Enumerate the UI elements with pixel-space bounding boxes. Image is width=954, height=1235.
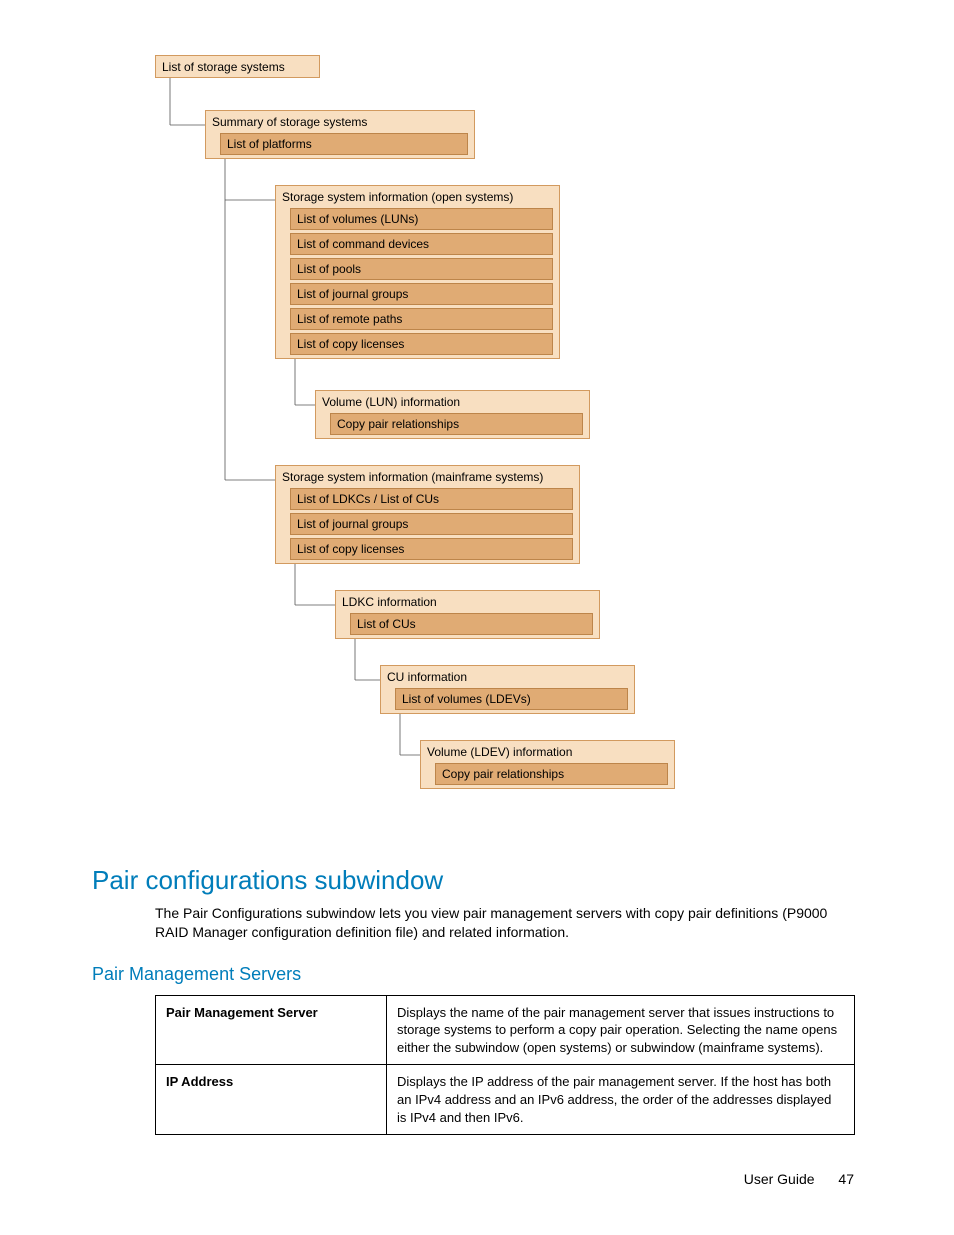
subsection-heading: Pair Management Servers [92,964,954,985]
page-footer: User Guide 47 [744,1171,854,1187]
sub-item: Copy pair relationships [330,413,583,435]
node-title: List of storage systems [162,60,285,74]
node-volume-lun-info: Volume (LUN) information Copy pair relat… [315,390,590,439]
sub-item: List of LDKCs / List of CUs [290,488,573,510]
sub-item: List of remote paths [290,308,553,330]
sub-item: List of volumes (LDEVs) [395,688,628,710]
sub-item: List of copy licenses [290,333,553,355]
table-row: IP Address Displays the IP address of th… [156,1065,855,1135]
table-row: Pair Management Server Displays the name… [156,995,855,1065]
sub-item: Copy pair relationships [435,763,668,785]
diagram-connectors [155,55,855,835]
section-heading: Pair configurations subwindow [92,865,954,896]
table-key: IP Address [156,1065,387,1135]
sub-item: List of platforms [220,133,468,155]
node-title: CU information [387,670,467,684]
table-val: Displays the name of the pair management… [387,995,855,1065]
pair-management-table: Pair Management Server Displays the name… [155,995,855,1135]
hierarchy-diagram: List of storage systems Summary of stora… [155,55,954,835]
node-ldkc-info: LDKC information List of CUs [335,590,600,639]
node-title: LDKC information [342,595,437,609]
sub-item: List of journal groups [290,513,573,535]
node-storage-info-mainframe: Storage system information (mainframe sy… [275,465,580,564]
sub-item: List of command devices [290,233,553,255]
node-summary-storage-systems: Summary of storage systems List of platf… [205,110,475,159]
sub-item: List of copy licenses [290,538,573,560]
node-title: Volume (LDEV) information [427,745,572,759]
node-cu-info: CU information List of volumes (LDEVs) [380,665,635,714]
sub-item: List of journal groups [290,283,553,305]
node-title: Summary of storage systems [212,115,367,129]
footer-label: User Guide [744,1171,815,1187]
sub-item: List of volumes (LUNs) [290,208,553,230]
footer-page-number: 47 [838,1171,854,1187]
section-body: The Pair Configurations subwindow lets y… [155,904,854,942]
node-title: Storage system information (open systems… [282,190,513,204]
sub-item: List of CUs [350,613,593,635]
table-key: Pair Management Server [156,995,387,1065]
table-val: Displays the IP address of the pair mana… [387,1065,855,1135]
node-volume-ldev-info: Volume (LDEV) information Copy pair rela… [420,740,675,789]
node-storage-info-open: Storage system information (open systems… [275,185,560,359]
node-list-storage-systems: List of storage systems [155,55,320,78]
node-title: Storage system information (mainframe sy… [282,470,543,484]
sub-item: List of pools [290,258,553,280]
node-title: Volume (LUN) information [322,395,460,409]
